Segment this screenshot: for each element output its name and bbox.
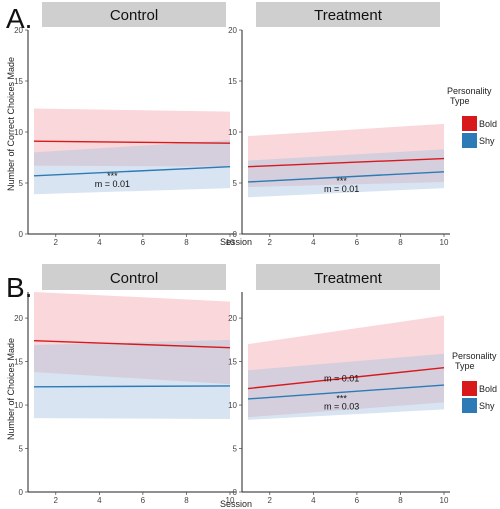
legend-title-line2-b: Type <box>455 361 475 371</box>
ci-band-shy-a-control <box>34 140 230 195</box>
facet-title-b-control: Control <box>110 270 158 287</box>
panel-label-a: A. <box>6 3 32 34</box>
y-tick-label-b-treatment: 20 <box>228 314 237 323</box>
legend-label-bold-a: Bold <box>479 119 497 129</box>
x-tick-label-a-control: 8 <box>184 238 189 247</box>
x-tick-label-b-treatment: 8 <box>398 496 403 505</box>
y-tick-label-b-control: 10 <box>14 401 23 410</box>
y-tick-label-a-control: 20 <box>14 26 23 35</box>
y-tick-label-a-treatment: 0 <box>233 230 238 239</box>
y-axis-title-b: Number of Choices Made <box>6 338 16 440</box>
y-tick-label-b-treatment: 10 <box>228 401 237 410</box>
significance-stars-a-treatment: *** <box>336 176 347 186</box>
y-tick-label-b-control: 0 <box>19 488 24 497</box>
legend-title-line1-b: Personality <box>452 351 497 361</box>
facet-strip-a-treatment <box>256 2 440 27</box>
series-line-shy-a-control <box>33 165 231 177</box>
series-line-shy-b-control <box>33 385 231 388</box>
slope-annotation-a-control: m = 0.01 <box>95 179 130 189</box>
legend-label-shy-b: Shy <box>479 401 495 411</box>
slope-annotation-b-treatment: m = 0.03 <box>324 402 359 412</box>
x-tick-label-b-treatment: 4 <box>311 496 316 505</box>
facet-title-a-treatment: Treatment <box>314 7 383 24</box>
facet-strip-a-control <box>42 2 226 27</box>
series-line-bold-a-treatment <box>247 157 445 168</box>
y-tick-label-b-control: 15 <box>14 358 23 367</box>
ci-band-bold-b-control <box>34 292 230 385</box>
y-tick-label-a-treatment: 15 <box>228 77 237 86</box>
y-tick-label-a-control: 0 <box>19 230 24 239</box>
ci-band-bold-a-treatment <box>248 123 444 188</box>
legend-b: Personality Type Bold Shy <box>452 351 497 413</box>
x-tick-label-a-treatment: 10 <box>440 238 449 247</box>
x-tick-label-b-control: 6 <box>141 496 146 505</box>
significance-stars-b-treatment: *** <box>336 394 347 404</box>
x-tick-label-a-treatment: 6 <box>355 238 360 247</box>
x-tick-label-b-control: 8 <box>184 496 189 505</box>
facet-title-b-treatment: Treatment <box>314 270 383 287</box>
series-line-bold-b-treatment <box>247 366 445 390</box>
slope-annotation-a-treatment: m = 0.01 <box>324 184 359 194</box>
x-tick-label-b-control: 2 <box>54 496 59 505</box>
x-tick-label-a-control: 6 <box>141 238 146 247</box>
x-tick-label-a-control: 2 <box>54 238 59 247</box>
series-line-bold-a-control <box>33 140 231 144</box>
ci-band-bold-a-control <box>34 108 230 167</box>
x-tick-label-a-treatment: 4 <box>311 238 316 247</box>
legend-a: Personality Type Bold Shy <box>447 86 497 148</box>
y-tick-label-b-control: 5 <box>19 445 24 454</box>
ci-band-shy-a-treatment <box>248 149 444 198</box>
x-axis-title-a: Session <box>220 237 252 247</box>
facet-strip-b-control <box>42 264 226 290</box>
x-tick-label-a-treatment: 8 <box>398 238 403 247</box>
y-tick-label-a-control: 15 <box>14 77 23 86</box>
facet-title-a-control: Control <box>110 7 158 24</box>
legend-swatch-bold-b <box>462 381 477 396</box>
slope-annotation-b-treatment: m = 0.01 <box>324 374 359 384</box>
y-tick-label-a-treatment: 10 <box>228 128 237 137</box>
legend-swatch-shy-b <box>462 398 477 413</box>
legend-title-line1-a: Personality <box>447 86 492 96</box>
x-tick-label-b-control: 4 <box>97 496 102 505</box>
x-tick-label-b-treatment: 2 <box>268 496 273 505</box>
legend-swatch-shy-a <box>462 133 477 148</box>
y-tick-label-b-treatment: 5 <box>233 445 238 454</box>
facet-strip-b-treatment <box>256 264 440 290</box>
y-tick-label-b-treatment: 15 <box>228 358 237 367</box>
x-tick-label-a-control: 4 <box>97 238 102 247</box>
ci-band-bold-b-treatment <box>248 315 444 418</box>
series-line-shy-a-treatment <box>247 171 445 183</box>
x-axis-title-b: Session <box>220 499 252 509</box>
series-line-shy-b-treatment <box>247 384 445 400</box>
y-axis-title-a: Number of Correct Choices Made <box>6 57 16 191</box>
x-tick-label-b-control: 10 <box>226 496 235 505</box>
x-tick-label-a-control: 10 <box>226 238 235 247</box>
y-tick-label-a-control: 10 <box>14 128 23 137</box>
legend-label-shy-a: Shy <box>479 136 495 146</box>
legend-swatch-bold-a <box>462 116 477 131</box>
x-tick-label-a-treatment: 2 <box>268 238 273 247</box>
y-tick-label-a-treatment: 20 <box>228 26 237 35</box>
series-line-bold-b-control <box>33 339 231 349</box>
x-tick-label-b-treatment: 6 <box>355 496 360 505</box>
y-tick-label-b-treatment: 0 <box>233 488 238 497</box>
y-tick-label-b-control: 20 <box>14 314 23 323</box>
legend-label-bold-b: Bold <box>479 384 497 394</box>
significance-stars-a-control: *** <box>107 171 118 181</box>
ci-band-shy-b-control <box>34 339 230 419</box>
legend-title-line2-a: Type <box>450 96 470 106</box>
y-tick-label-a-control: 5 <box>19 179 24 188</box>
ci-band-shy-b-treatment <box>248 353 444 420</box>
x-tick-label-b-treatment: 10 <box>440 496 449 505</box>
y-tick-label-a-treatment: 5 <box>233 179 238 188</box>
